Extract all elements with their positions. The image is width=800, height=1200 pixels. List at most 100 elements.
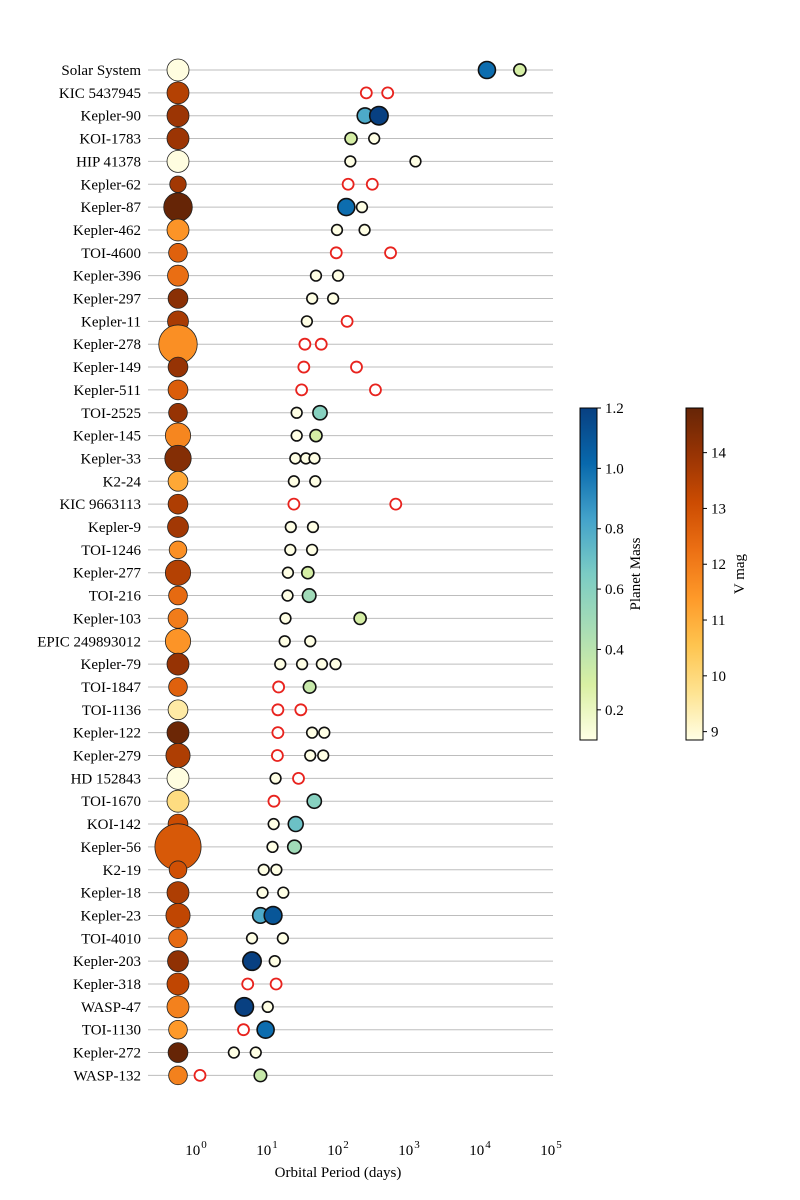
host-star-marker [164, 628, 192, 655]
planet-marker [306, 520, 320, 534]
planet-marker-no-mass [350, 360, 363, 374]
x-tick-label: 105 [540, 1139, 562, 1159]
planet-marker [277, 886, 290, 899]
planet-marker-no-mass [295, 383, 309, 397]
planet-marker [305, 543, 319, 556]
x-axis-label: Orbital Period (days) [275, 1165, 402, 1181]
host-star-marker [169, 175, 187, 193]
planet-marker-no-mass [271, 726, 285, 740]
system-name-label: K2-24 [103, 474, 142, 490]
host-star-marker [164, 422, 192, 449]
planet-marker [290, 406, 303, 419]
system-name-label: Kepler-278 [73, 337, 141, 353]
planet-marker [267, 817, 280, 831]
planet-marker [355, 200, 369, 214]
system-row: Kepler-122 [73, 721, 553, 745]
planet-marker [281, 566, 295, 579]
planet-marker [368, 105, 389, 126]
host-star-marker [168, 860, 188, 879]
planet-marker [295, 657, 309, 671]
host-star-marker [167, 288, 189, 309]
planet-marker-no-mass [294, 703, 308, 717]
system-rows: Solar System KIC 5437945 Kepler-90 KOI-1783… [37, 58, 553, 1086]
system-row: Kepler-90 [80, 104, 553, 128]
planet-marker [253, 1068, 268, 1083]
system-row: Kepler-396 [73, 264, 553, 287]
system-name-label: Kepler-277 [73, 566, 142, 582]
vmag-colorbar-label: V mag [732, 553, 748, 594]
colorbar-tick-label: 10 [711, 669, 726, 685]
host-star-marker [168, 1019, 188, 1040]
planet-marker [284, 520, 297, 534]
host-star-marker [167, 356, 189, 378]
planet-marker [287, 815, 304, 833]
system-row: WASP-47 [81, 995, 553, 1019]
system-name-label: EPIC 249893012 [37, 634, 141, 650]
system-name-label: Kepler-11 [81, 314, 141, 330]
colorbar-tick-label: 14 [711, 446, 727, 462]
system-row: Kepler-18 [80, 881, 553, 904]
colorbar-gradient [685, 407, 704, 741]
host-star-marker [166, 218, 190, 242]
planet-marker [409, 155, 422, 168]
colorbar-tick-label: 1.2 [605, 401, 624, 417]
system-row: KOI-1783 [79, 127, 553, 150]
system-name-label: TOI-1136 [82, 703, 142, 719]
system-name-label: WASP-132 [73, 1068, 141, 1084]
planet-marker [358, 223, 371, 237]
planet-marker [318, 726, 331, 739]
x-tick-label: 102 [327, 1139, 349, 1159]
planet-marker-no-mass [381, 86, 395, 100]
system-row: TOI-216 [89, 585, 553, 606]
system-row: KIC 9663113 [59, 493, 553, 515]
system-row: Kepler-33 [80, 444, 553, 473]
host-star-marker [167, 1042, 189, 1063]
planet-marker-no-mass [237, 1023, 250, 1037]
system-row: Kepler-145 [73, 422, 553, 449]
system-name-label: Kepler-56 [80, 840, 141, 856]
system-row: Kepler-297 [73, 288, 553, 309]
planet-marker [290, 429, 303, 442]
system-row: Kepler-11 [81, 310, 553, 333]
planet-marker [289, 452, 302, 465]
colorbar-tick-label: 0.4 [605, 642, 624, 658]
system-name-label: Kepler-462 [73, 223, 141, 239]
system-row: HD 152843 [71, 766, 553, 790]
system-row: Kepler-318 [73, 972, 553, 996]
planet-marker [308, 452, 321, 465]
system-row: Solar System [61, 58, 553, 82]
system-row: Kepler-23 [80, 902, 553, 928]
host-star-marker [168, 585, 188, 606]
system-name-label: Kepler-103 [73, 611, 141, 627]
host-star-marker [167, 264, 189, 287]
planet-marker [329, 657, 342, 671]
system-row: TOI-2525 [81, 402, 553, 423]
planet-marker [353, 611, 367, 626]
host-star-marker [165, 902, 191, 928]
system-row: Kepler-87 [80, 192, 553, 222]
system-row: KOI-142 [87, 813, 553, 835]
vmag-colorbar: V mag 9 10 11 12 13 14 [685, 407, 748, 741]
host-star-marker [163, 192, 193, 222]
planet-marker [286, 839, 303, 855]
planet-marker-no-mass [329, 246, 343, 260]
host-star-marker [168, 928, 188, 949]
x-axis: Orbital Period (days) 100 101 102 103 104 105 [185, 1139, 562, 1181]
planet-marker [309, 269, 323, 282]
system-name-label: Kepler-90 [80, 109, 141, 125]
system-name-label: Kepler-279 [73, 749, 141, 765]
planet-marker [302, 679, 317, 694]
planet-marker [513, 63, 527, 77]
system-name-label: TOI-216 [89, 589, 142, 605]
planet-marker [309, 475, 322, 488]
planet-marker [300, 565, 315, 580]
system-name-label: Kepler-318 [73, 977, 141, 993]
planet-marker-no-mass [287, 497, 301, 511]
host-star-marker [166, 58, 190, 82]
system-row: Kepler-56 [80, 823, 553, 871]
system-name-label: TOI-4600 [81, 246, 141, 262]
system-name-label: TOI-1246 [81, 543, 141, 559]
colorbar-tick-label: 0.6 [605, 582, 624, 598]
host-star-marker [167, 493, 189, 515]
